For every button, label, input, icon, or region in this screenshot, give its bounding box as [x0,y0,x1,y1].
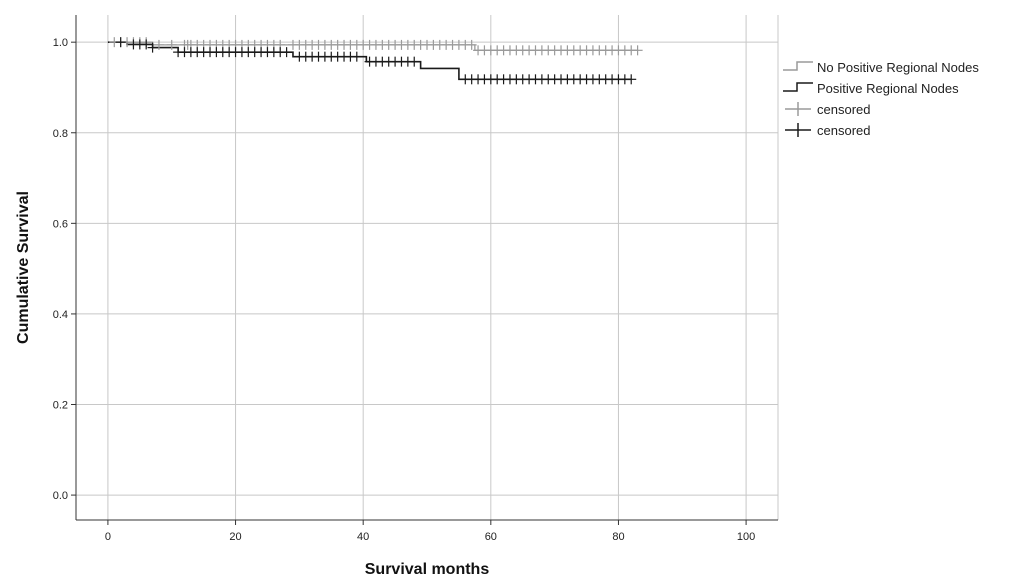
censored-marker-positive [351,51,362,62]
censored-marker-no-positive [632,45,643,56]
y-tick-label: 0.4 [53,309,68,321]
y-tick-label: 0.2 [53,400,68,412]
x-tick-label: 80 [612,531,624,543]
censored-marker-positive [281,47,292,58]
y-tick-label: 0.0 [53,490,68,502]
x-tick-label: 40 [357,531,369,543]
legend: No Positive Regional Nodes Positive Regio… [783,60,979,138]
x-axis-title: Survival months [365,561,490,578]
censored-marker-no-positive [466,39,477,50]
legend-step-swatch [783,61,813,71]
plot-background [76,15,778,520]
x-tick-label: 20 [229,531,241,543]
censored-marker-positive [141,39,152,50]
censored-marker-no-positive [166,39,177,50]
x-tick-labels: 0 20 40 60 80 100 [105,531,755,543]
legend-label: censored [817,123,870,138]
y-tick-label: 0.6 [53,218,68,230]
legend-entry: censored [785,102,870,117]
censored-marker-positive [115,37,126,48]
y-axis-title: Cumulative Survival [15,191,32,344]
censored-marker-positive [626,74,637,85]
legend-label: censored [817,102,870,117]
legend-step-swatch [783,82,813,92]
censored-marker-positive [147,42,158,53]
x-tick-label: 60 [485,531,497,543]
legend-label: Positive Regional Nodes [817,81,959,96]
legend-entry: No Positive Regional Nodes [783,60,979,75]
y-tick-labels: 0.0 0.2 0.4 0.6 0.8 1.0 [53,37,68,502]
legend-label: No Positive Regional Nodes [817,60,979,75]
x-tick-label: 100 [737,531,755,543]
y-tick-label: 1.0 [53,37,68,49]
censored-markers [109,37,643,85]
y-tick-label: 0.8 [53,128,68,140]
legend-entry: censored [785,123,870,138]
x-tick-label: 0 [105,531,111,543]
censored-marker-no-positive [153,39,164,50]
plot-frame [76,15,778,520]
axes [71,15,778,525]
censored-marker-positive [409,56,420,67]
legend-entry: Positive Regional Nodes [783,81,959,96]
